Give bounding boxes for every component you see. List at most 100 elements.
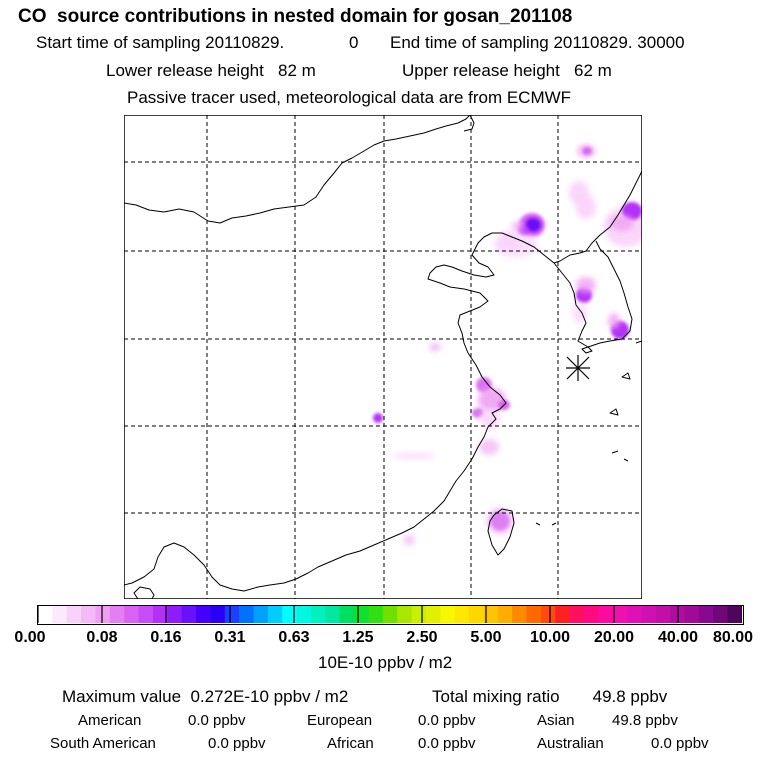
contrib-name: American [78, 712, 142, 729]
contrib-value: 0.0 ppbv [418, 712, 476, 729]
colorbar-swatch [181, 606, 197, 623]
total-mixing-ratio: Total mixing ratio 49.8 ppbv [432, 687, 668, 706]
concentration-patch [622, 202, 642, 220]
colorbar-tick-label: 0.16 [150, 629, 182, 646]
mongolia-border [124, 115, 471, 224]
colorbar-swatches [38, 606, 742, 623]
concentration-patch [582, 147, 592, 155]
colorbar-swatch [296, 606, 312, 623]
concentration-patch [429, 343, 441, 351]
russia-china-border [463, 115, 475, 132]
concentration-patch [610, 215, 634, 231]
receptor-marker [566, 355, 590, 381]
plot-title: CO source contributions in nested domain… [18, 6, 573, 27]
map-svg [124, 115, 642, 599]
colorbar-swatch [310, 606, 326, 623]
colorbar-swatch [282, 606, 298, 623]
colorbar-swatch [684, 606, 700, 623]
colorbar-tick-label: 20.00 [593, 629, 635, 646]
colorbar-swatch [253, 606, 269, 623]
concentration-patch [392, 453, 436, 459]
start-time-label: Start time of sampling 20110829. [36, 33, 285, 52]
colorbar-swatch [95, 606, 111, 623]
colorbar-swatch [224, 606, 240, 623]
colorbar-swatch [354, 606, 370, 623]
colorbar-swatch [526, 606, 542, 623]
jiangsu-zhejiang-coast [467, 352, 507, 460]
taiwan-coast [487, 508, 515, 556]
contrib-name: African [327, 735, 374, 752]
colorbar-swatch [382, 606, 398, 623]
tracer-note: Passive tracer used, meteorological data… [127, 88, 572, 107]
concentration-patch [498, 231, 518, 251]
colorbar-swatch [540, 606, 556, 623]
colorbar-tick-label: 2.50 [406, 629, 438, 646]
end-time-label: End time of sampling 20110829. 30000 [390, 33, 685, 52]
contrib-name: Australian [537, 735, 604, 752]
concentration-patch [512, 221, 524, 233]
colorbar-swatch [713, 606, 729, 623]
concentration-patch [572, 303, 588, 323]
bohai-coast [427, 232, 555, 290]
colorbar-tick-label: 0.00 [14, 629, 46, 646]
colorbar-swatch [512, 606, 528, 623]
colorbar-units: 10E-10 ppbv / m2 [318, 653, 453, 672]
japan-islands [535, 340, 642, 526]
contrib-name: European [307, 712, 373, 729]
contrib-name: South American [50, 735, 156, 752]
colorbar-tick-label: 40.00 [657, 629, 699, 646]
colorbar-tick-label: 0.08 [86, 629, 118, 646]
colorbar-swatch [66, 606, 82, 623]
colorbar-swatch [109, 606, 125, 623]
concentration-patch [479, 439, 499, 455]
concentration-patch [487, 508, 513, 534]
colorbar-swatch [411, 606, 427, 623]
colorbar-swatch [325, 606, 341, 623]
hainan-coast [133, 586, 155, 599]
colorbar-swatch [469, 606, 484, 623]
colorbar-swatch [727, 606, 742, 623]
colorbar-tick-label: 0.31 [214, 629, 246, 646]
beibu-coast [124, 542, 221, 586]
maximum-value: Maximum value 0.272E-10 ppbv / m2 [62, 687, 349, 706]
concentration-patch [403, 535, 415, 545]
colorbar-swatch [124, 606, 140, 623]
colorbar-swatch [167, 606, 183, 623]
colorbar-swatch [339, 606, 355, 623]
colorbar-tick-label: 10.00 [529, 629, 571, 646]
map-panel [124, 115, 642, 599]
colorbar-tick-label: 5.00 [470, 629, 502, 646]
colorbar-swatch [397, 606, 413, 623]
colorbar-swatch [698, 606, 714, 623]
grid-lines [124, 115, 642, 599]
contrib-value: 0.0 ppbv [651, 735, 709, 752]
colorbar-swatch [454, 606, 470, 623]
colorbar-swatch [425, 606, 441, 623]
colorbar-swatch [598, 606, 614, 623]
concentration-patch [576, 195, 596, 219]
colorbar-tick-label: 1.25 [342, 629, 374, 646]
colorbar-swatch [555, 606, 571, 623]
contrib-value: 0.0 ppbv [208, 735, 266, 752]
colorbar-swatch [368, 606, 384, 623]
start-time-hour: 0 [349, 33, 359, 52]
colorbar-swatch [583, 606, 599, 623]
map-border [124, 115, 642, 599]
concentration-patch [373, 413, 383, 423]
lower-release-height: Lower release height 82 m [106, 61, 316, 80]
colorbar-swatch [38, 606, 53, 623]
korea-coast-east [595, 240, 633, 342]
colorbar-tick-label: 0.63 [278, 629, 310, 646]
colorbar-swatch [239, 606, 255, 623]
colorbar-tick-label: 80.00 [712, 629, 754, 646]
colorbar-swatch [52, 606, 68, 623]
contrib-value: 0.0 ppbv [188, 712, 246, 729]
colorbar-swatch [440, 606, 456, 623]
colorbar-swatch [641, 606, 657, 623]
concentration-patch [608, 313, 620, 329]
fujian-guangdong-coast [219, 458, 473, 592]
concentration-plumes [373, 143, 642, 545]
upper-release-height: Upper release height 62 m [402, 61, 612, 80]
contrib-value: 0.0 ppbv [418, 735, 476, 752]
colorbar-swatch [267, 606, 283, 623]
